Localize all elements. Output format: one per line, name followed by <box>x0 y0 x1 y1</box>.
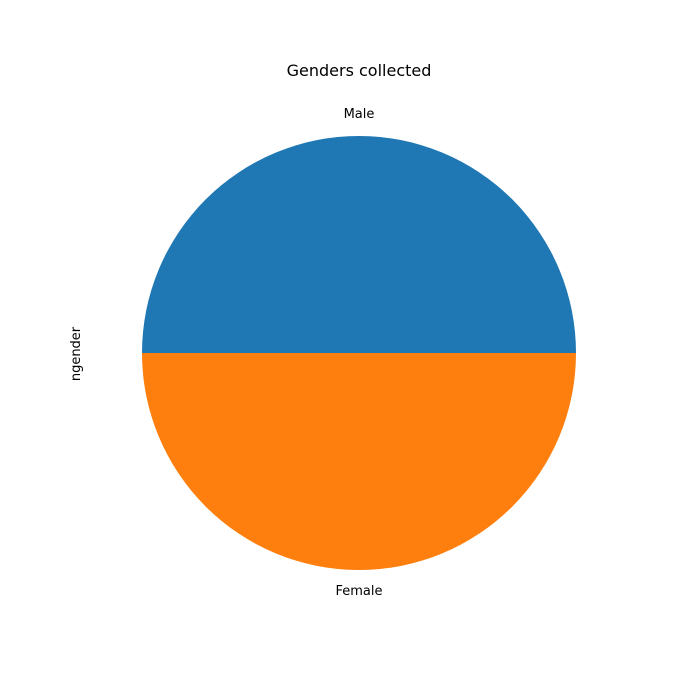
pie-slice-female <box>142 353 576 570</box>
pie-slice-labels: Male Female <box>335 107 382 599</box>
pie-slices <box>142 136 576 570</box>
pie-slice-male <box>142 136 576 353</box>
y-axis-label: ngender <box>69 326 84 381</box>
chart-title: Genders collected <box>287 61 432 80</box>
slice-label-male: Male <box>344 107 375 122</box>
slice-label-female: Female <box>335 584 382 599</box>
